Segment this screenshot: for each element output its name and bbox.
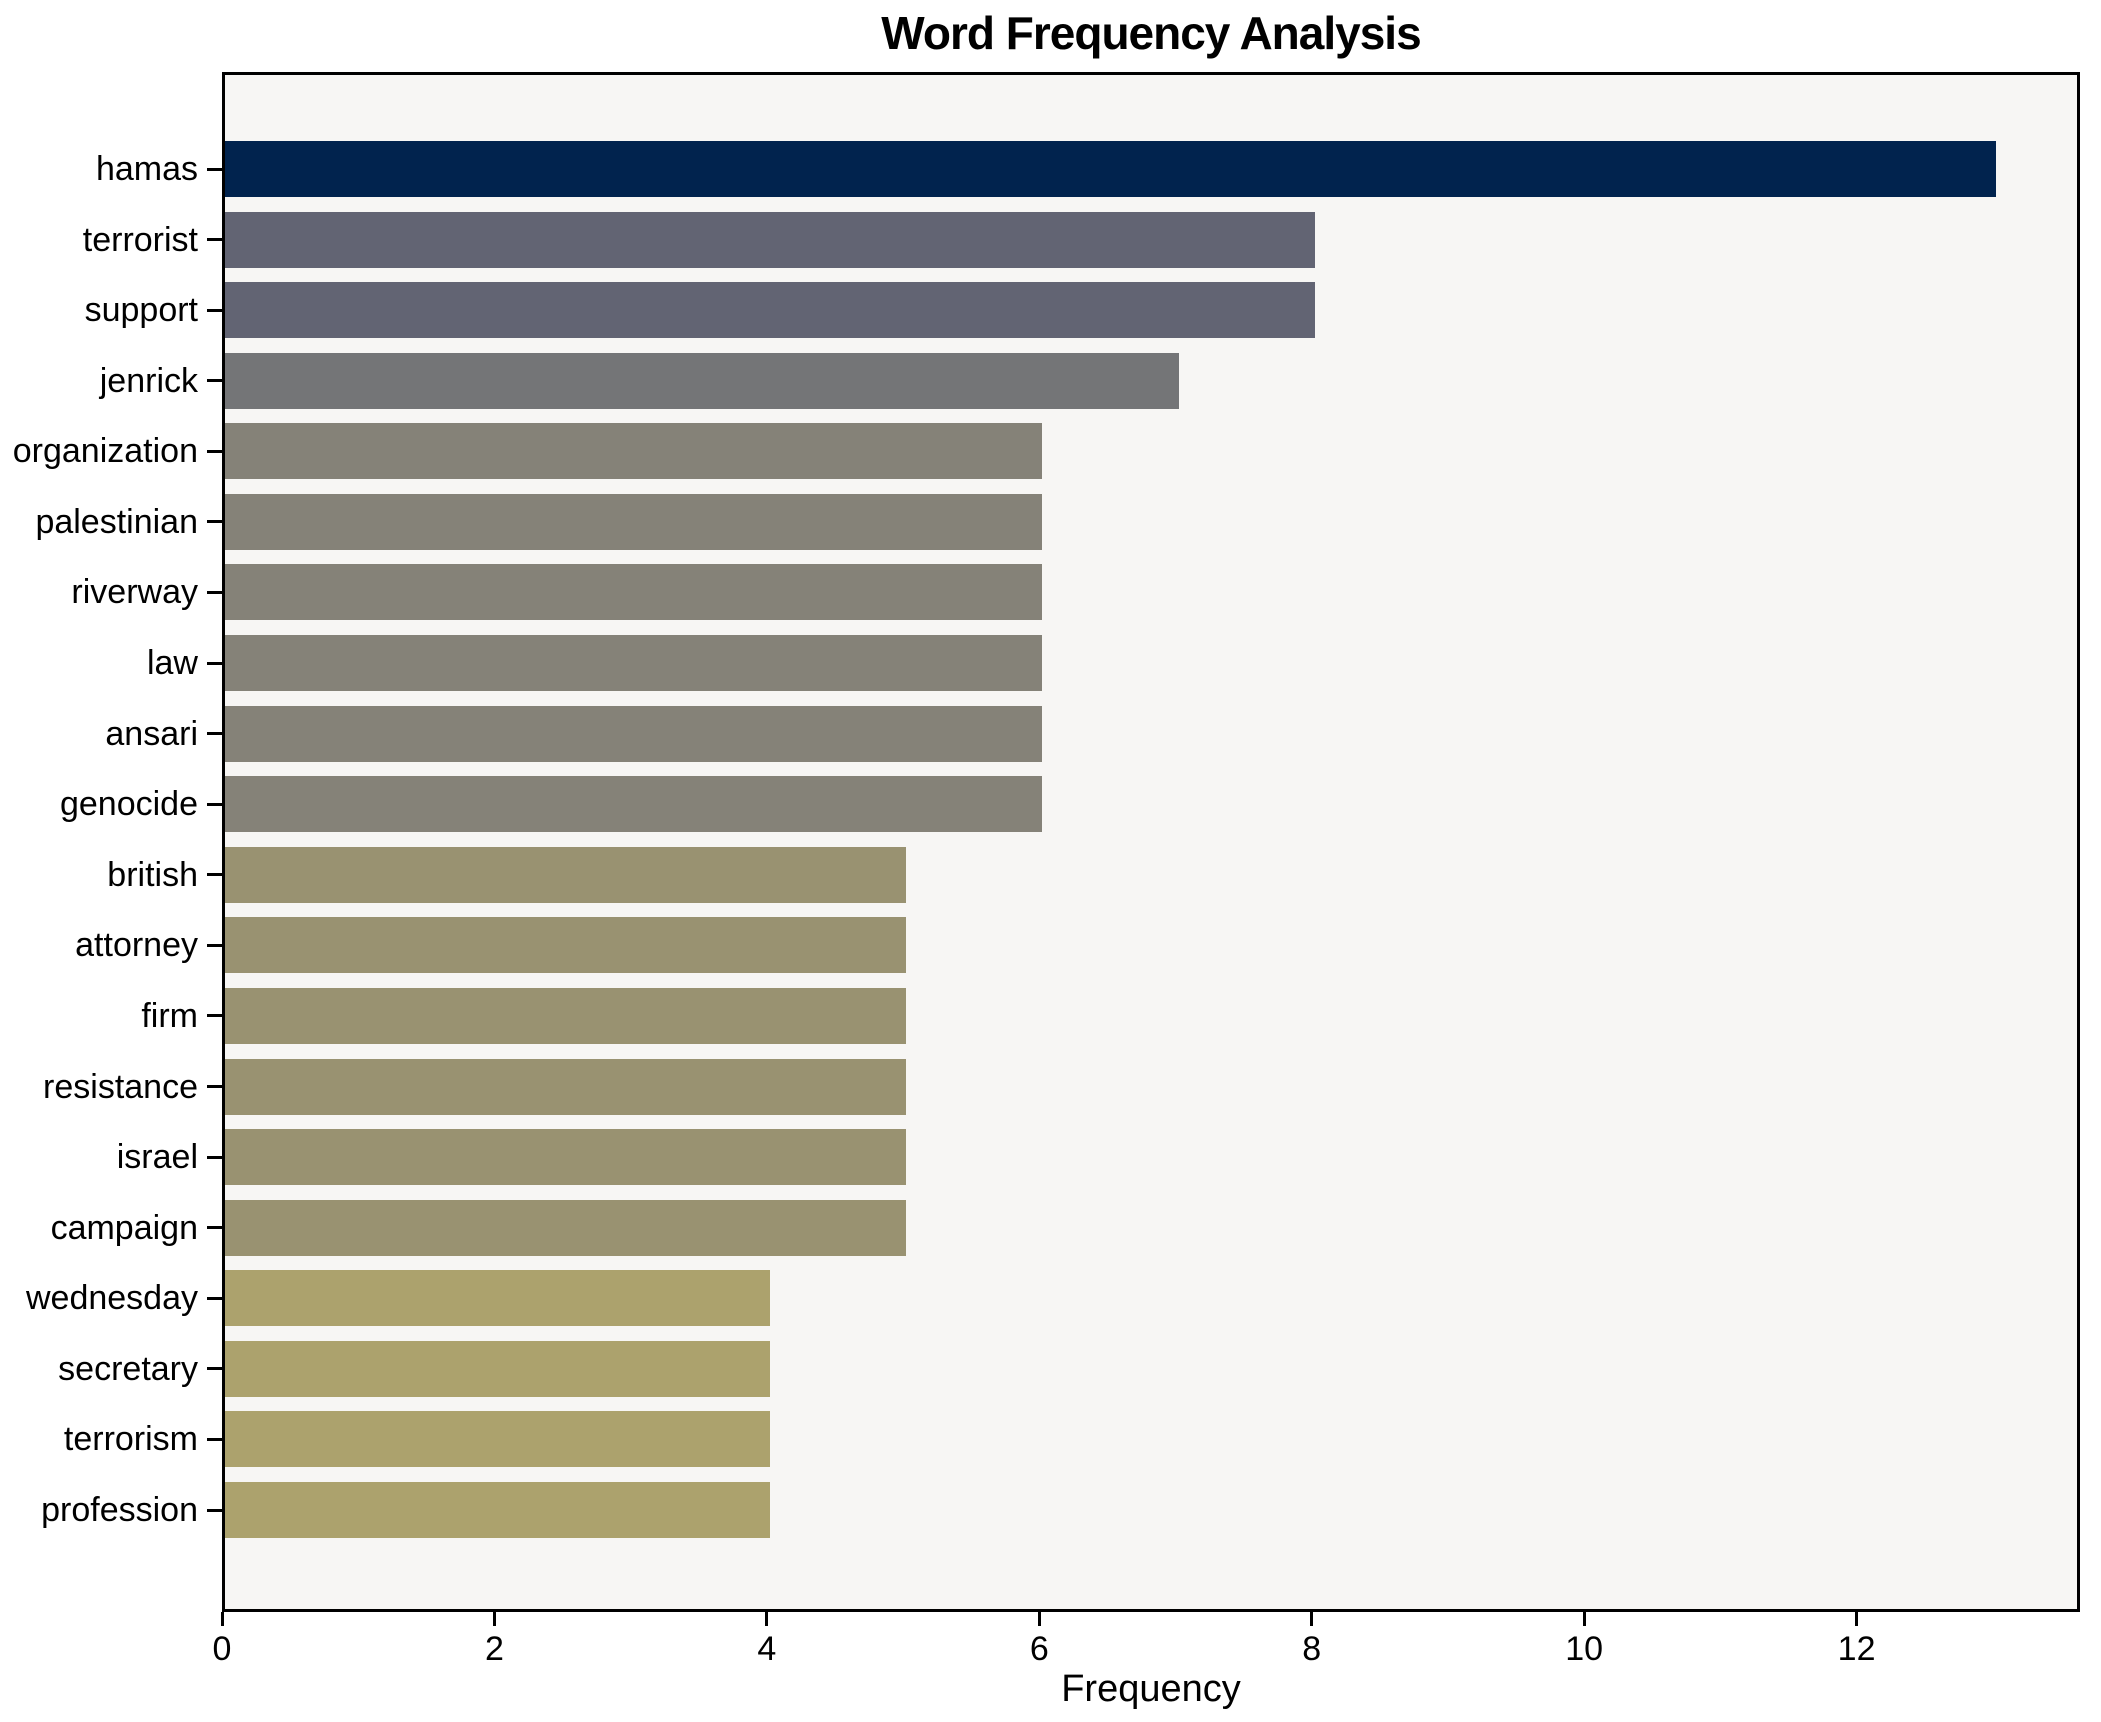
y-tick-label-campaign: campaign	[50, 1208, 198, 1247]
y-tick-label-law: law	[146, 644, 198, 683]
y-tick-mark	[207, 1085, 222, 1089]
bar-terrorist	[225, 211, 1315, 268]
bar-british	[225, 846, 907, 903]
y-tick-mark	[207, 238, 222, 242]
y-tick-mark	[207, 308, 222, 312]
y-tick-label-firm: firm	[141, 996, 198, 1035]
x-tick-mark	[1310, 1612, 1314, 1626]
y-tick-mark	[207, 661, 222, 665]
y-tick-label-israel: israel	[116, 1138, 198, 1177]
bar-attorney	[225, 917, 907, 974]
y-tick-label-organization: organization	[12, 432, 198, 471]
y-tick-label-terrorist: terrorist	[82, 220, 198, 259]
y-tick-mark	[207, 802, 222, 806]
y-tick-label-support: support	[84, 291, 198, 330]
bar-campaign	[225, 1199, 907, 1256]
y-tick-mark	[207, 379, 222, 383]
y-tick-mark	[207, 590, 222, 594]
bar-hamas	[225, 141, 1996, 197]
y-tick-label-riverway: riverway	[71, 573, 198, 612]
x-tick-mark	[765, 1612, 769, 1626]
y-tick-mark	[207, 943, 222, 947]
y-tick-mark	[207, 1226, 222, 1230]
y-tick-mark	[207, 1437, 222, 1441]
bar-profession	[225, 1482, 770, 1539]
y-tick-label-wednesday: wednesday	[25, 1279, 198, 1318]
bar-resistance	[225, 1058, 907, 1115]
x-tick-label-0: 0	[212, 1630, 232, 1668]
y-tick-label-hamas: hamas	[95, 150, 198, 188]
y-tick-label-palestinian: palestinian	[35, 502, 198, 541]
y-tick-mark	[207, 873, 222, 877]
y-tick-mark	[207, 1367, 222, 1371]
bar-palestinian	[225, 493, 1043, 550]
bar-firm	[225, 987, 907, 1044]
x-tick-label-2: 2	[484, 1630, 504, 1668]
x-tick-label-8: 8	[1302, 1630, 1322, 1668]
bar-israel	[225, 1129, 907, 1186]
y-tick-label-attorney: attorney	[75, 926, 198, 965]
bar-riverway	[225, 564, 1043, 621]
y-tick-label-resistance: resistance	[43, 1067, 198, 1106]
bar-jenrick	[225, 352, 1179, 409]
y-tick-mark	[207, 1296, 222, 1300]
y-tick-mark	[207, 1014, 222, 1018]
plot-area	[222, 72, 2080, 1612]
x-tick-label-12: 12	[1837, 1630, 1876, 1668]
x-tick-label-10: 10	[1565, 1630, 1604, 1668]
y-tick-mark	[207, 732, 222, 736]
y-tick-mark	[207, 1155, 222, 1159]
y-tick-label-ansari: ansari	[105, 714, 198, 753]
x-axis-label: Frequency	[1061, 1668, 1241, 1710]
x-tick-label-6: 6	[1029, 1630, 1049, 1668]
y-tick-mark	[207, 167, 222, 171]
x-tick-mark	[1582, 1612, 1586, 1626]
bar-support	[225, 282, 1315, 339]
y-tick-mark	[207, 520, 222, 524]
y-tick-mark	[207, 1508, 222, 1512]
x-tick-mark	[1037, 1612, 1041, 1626]
bar-wednesday	[225, 1270, 770, 1327]
y-tick-label-british: british	[107, 855, 198, 894]
y-tick-label-genocide: genocide	[59, 785, 198, 824]
y-tick-label-terrorism: terrorism	[63, 1420, 198, 1459]
bar-terrorism	[225, 1411, 770, 1468]
x-tick-mark	[1855, 1612, 1859, 1626]
x-tick-label-4: 4	[757, 1630, 777, 1668]
y-tick-label-profession: profession	[41, 1491, 198, 1530]
x-tick-mark	[220, 1612, 224, 1626]
bar-ansari	[225, 705, 1043, 762]
bar-law	[225, 635, 1043, 692]
bar-organization	[225, 423, 1043, 480]
y-tick-label-jenrick: jenrick	[99, 361, 198, 400]
y-tick-mark	[207, 449, 222, 453]
y-tick-label-secretary: secretary	[58, 1349, 198, 1388]
x-tick-mark	[492, 1612, 496, 1626]
chart-title: Word Frequency Analysis	[881, 7, 1421, 59]
bar-secretary	[225, 1340, 770, 1397]
bar-genocide	[225, 776, 1043, 833]
